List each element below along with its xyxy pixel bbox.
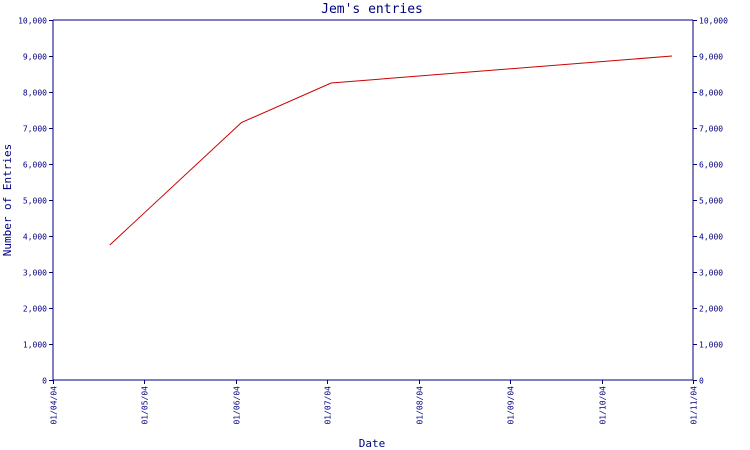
y-axis-right-ticks: 0 1,000 2,000 3,000 4,000 5,000 6,000 7,000 8,00… <box>693 17 728 386</box>
y-tick-label-right: 4,000 <box>699 233 723 242</box>
x-tick-label: 01/11/04 <box>690 386 699 425</box>
x-tick-label: 01/05/04 <box>141 386 150 425</box>
x-axis-ticks: 01/04/04 01/05/04 01/06/04 01/07/04 01/08/04… <box>50 380 699 425</box>
y-tick-label-right: 8,000 <box>699 89 723 98</box>
x-axis-title: Date <box>359 437 386 450</box>
y-tick-label-left: 10,000 <box>18 17 47 26</box>
y-tick-label-right: 1,000 <box>699 341 723 350</box>
y-tick-label-right: 10,000 <box>699 17 728 26</box>
y-axis-left-ticks: 0 1,000 2,000 3,000 4,000 5,000 6,000 7,000 8,00… <box>18 17 53 386</box>
x-tick-label: 01/09/04 <box>507 386 516 425</box>
y-tick-label-left: 9,000 <box>23 53 47 62</box>
y-tick-label-right: 3,000 <box>699 269 723 278</box>
y-tick-label-right: 5,000 <box>699 197 723 206</box>
y-tick-label-left: 0 <box>42 377 47 386</box>
series-layer <box>109 55 673 246</box>
x-tick-label: 01/07/04 <box>324 386 333 425</box>
y-tick-label-right: 6,000 <box>699 161 723 170</box>
y-tick-label-left: 3,000 <box>23 269 47 278</box>
chart-title: Jem's entries <box>321 2 423 17</box>
y-tick-label-left: 8,000 <box>23 89 47 98</box>
y-tick-label-right: 2,000 <box>699 305 723 314</box>
x-tick-label: 01/10/04 <box>599 386 608 425</box>
y-tick-label-right: 7,000 <box>699 125 723 134</box>
y-axis-title: Number of Entries <box>1 144 14 257</box>
y-tick-label-left: 2,000 <box>23 305 47 314</box>
y-tick-label-left: 5,000 <box>23 197 47 206</box>
x-tick-label: 01/06/04 <box>233 386 242 425</box>
y-tick-label-right: 9,000 <box>699 53 723 62</box>
x-tick-label: 01/04/04 <box>50 386 59 425</box>
y-tick-label-left: 7,000 <box>23 125 47 134</box>
y-tick-label-left: 6,000 <box>23 161 47 170</box>
y-tick-label-left: 1,000 <box>23 341 47 350</box>
series-line-0 <box>109 55 673 246</box>
plot-frame <box>52 19 694 381</box>
x-tick-label: 01/08/04 <box>416 386 425 425</box>
y-tick-label-right: 0 <box>699 377 704 386</box>
y-tick-label-left: 4,000 <box>23 233 47 242</box>
